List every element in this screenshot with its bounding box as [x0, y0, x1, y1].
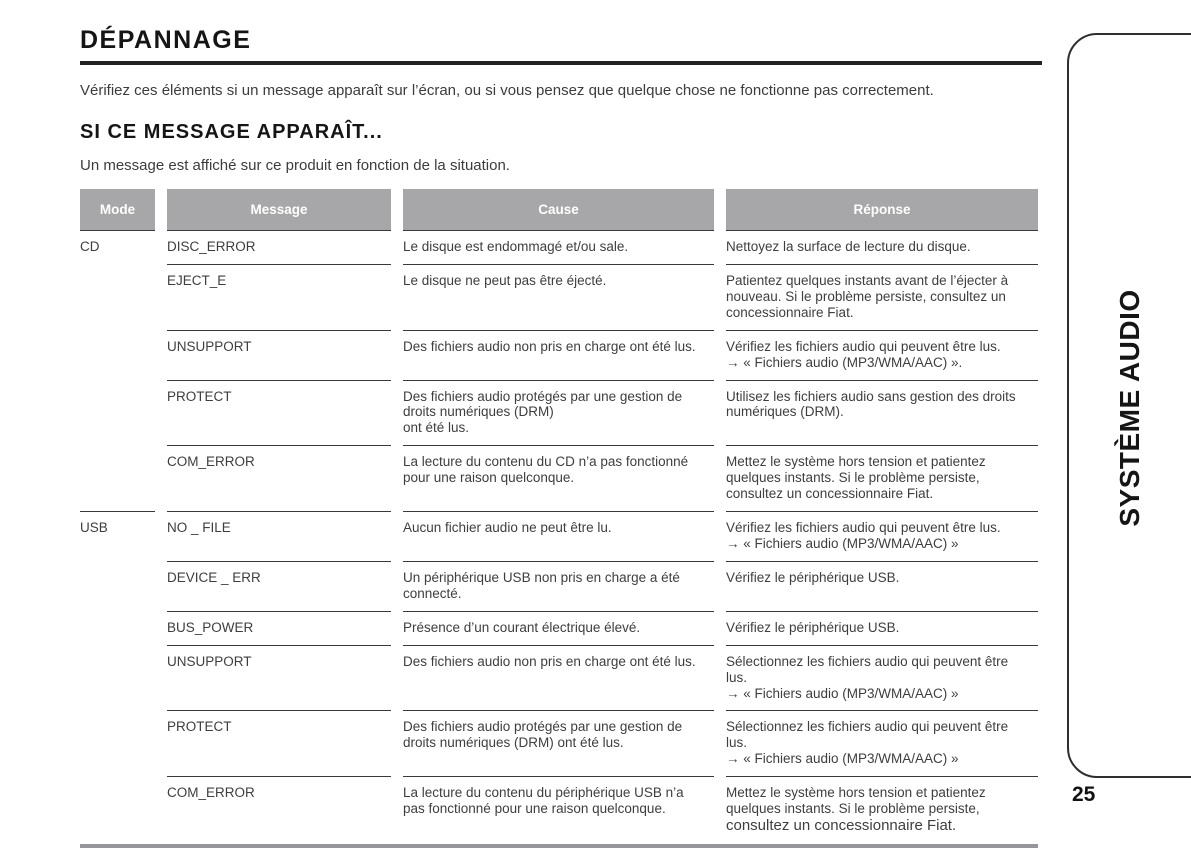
mode-cell: [80, 264, 155, 330]
message-cell: EJECT_E: [167, 263, 391, 330]
page-content: DÉPANNAGE Vérifiez ces éléments si un me…: [80, 26, 1042, 848]
message-cell: DISC_ERROR: [167, 230, 391, 264]
response-cell: Utilisez les fichiers audio sans gestion…: [726, 379, 1038, 446]
mode-cell: [80, 561, 155, 611]
section-heading: SI CE MESSAGE APPARAÎT...: [80, 121, 383, 143]
title-underline: [80, 61, 1042, 65]
intro-text: Vérifiez ces éléments si un message appa…: [80, 82, 934, 99]
cause-cell: Un périphérique USB non pris en charge a…: [403, 560, 714, 611]
response-cell: Vérifiez les fichiers audio qui peuvent …: [726, 511, 1038, 561]
message-cell: PROTECT: [167, 379, 391, 446]
sidebar-label: SYSTÈME AUDIO: [1114, 289, 1145, 527]
column-header-mode: Mode: [80, 189, 155, 230]
message-cell: PROTECT: [167, 710, 391, 776]
cause-cell: La lecture du contenu du périphérique US…: [403, 776, 714, 844]
mode-cell: [80, 611, 155, 645]
page-number: 25: [1072, 783, 1096, 806]
cause-cell: Présence d’un courant électrique élevé.: [403, 610, 714, 645]
mode-cell: [80, 645, 155, 711]
column-header-message: Message: [167, 189, 391, 230]
message-cell: NO _ FILE: [167, 511, 391, 561]
cause-cell: Des fichiers audio protégés par une gest…: [403, 379, 714, 446]
response-cell: Mettez le système hors tension et patien…: [726, 445, 1038, 511]
message-cell: COM_ERROR: [167, 445, 391, 511]
message-cell: DEVICE _ ERR: [167, 560, 391, 611]
table-bottom-rule: [80, 843, 1038, 848]
section-intro-text: Un message est affiché sur ce produit en…: [80, 157, 510, 174]
response-cell: Vérifiez le périphérique USB.: [726, 560, 1038, 611]
side-tab-outline: [1067, 33, 1191, 778]
mode-cell: CD: [80, 230, 155, 264]
mode-cell: USB: [80, 511, 155, 561]
response-emphasis: consultez un concessionnaire Fiat.: [726, 817, 957, 835]
cause-cell: Aucun fichier audio ne peut être lu.: [403, 511, 714, 561]
column-header-réponse: Réponse: [726, 189, 1038, 230]
message-cell: UNSUPPORT: [167, 644, 391, 711]
mode-cell: [80, 710, 155, 776]
mode-cell: [80, 380, 155, 446]
response-cell: Mettez le système hors tension et patien…: [726, 776, 1038, 844]
mode-cell: [80, 330, 155, 380]
response-cell: Vérifiez les fichiers audio qui peuvent …: [726, 329, 1038, 380]
cause-cell: Des fichiers audio protégés par une gest…: [403, 710, 714, 776]
cause-cell: Le disque ne peut pas être éjecté.: [403, 263, 714, 330]
troubleshooting-table: Mode Message Cause Réponse CD DISC_ERROR Le di…: [80, 189, 1038, 844]
response-cell: Nettoyez la surface de lecture du disque…: [726, 230, 1038, 264]
response-cell: Vérifiez le périphérique USB.: [726, 610, 1038, 645]
cause-cell: Des fichiers audio non pris en charge on…: [403, 329, 714, 380]
page-title: DÉPANNAGE: [80, 26, 252, 54]
mode-cell: [80, 776, 155, 844]
message-cell: UNSUPPORT: [167, 329, 391, 380]
cause-cell: La lecture du contenu du CD n’a pas fonc…: [403, 445, 714, 511]
response-cell: Sélectionnez les fichiers audio qui peuv…: [726, 644, 1038, 711]
response-cell: Patientez quelques instants avant de l’é…: [726, 263, 1038, 330]
message-cell: BUS_POWER: [167, 610, 391, 645]
message-cell: COM_ERROR: [167, 776, 391, 844]
response-cell: Sélectionnez les fichiers audio qui peuv…: [726, 710, 1038, 776]
cause-cell: Le disque est endommagé et/ou sale.: [403, 230, 714, 264]
mode-cell: [80, 445, 155, 511]
cause-cell: Des fichiers audio non pris en charge on…: [403, 644, 714, 711]
column-header-cause: Cause: [403, 189, 714, 230]
